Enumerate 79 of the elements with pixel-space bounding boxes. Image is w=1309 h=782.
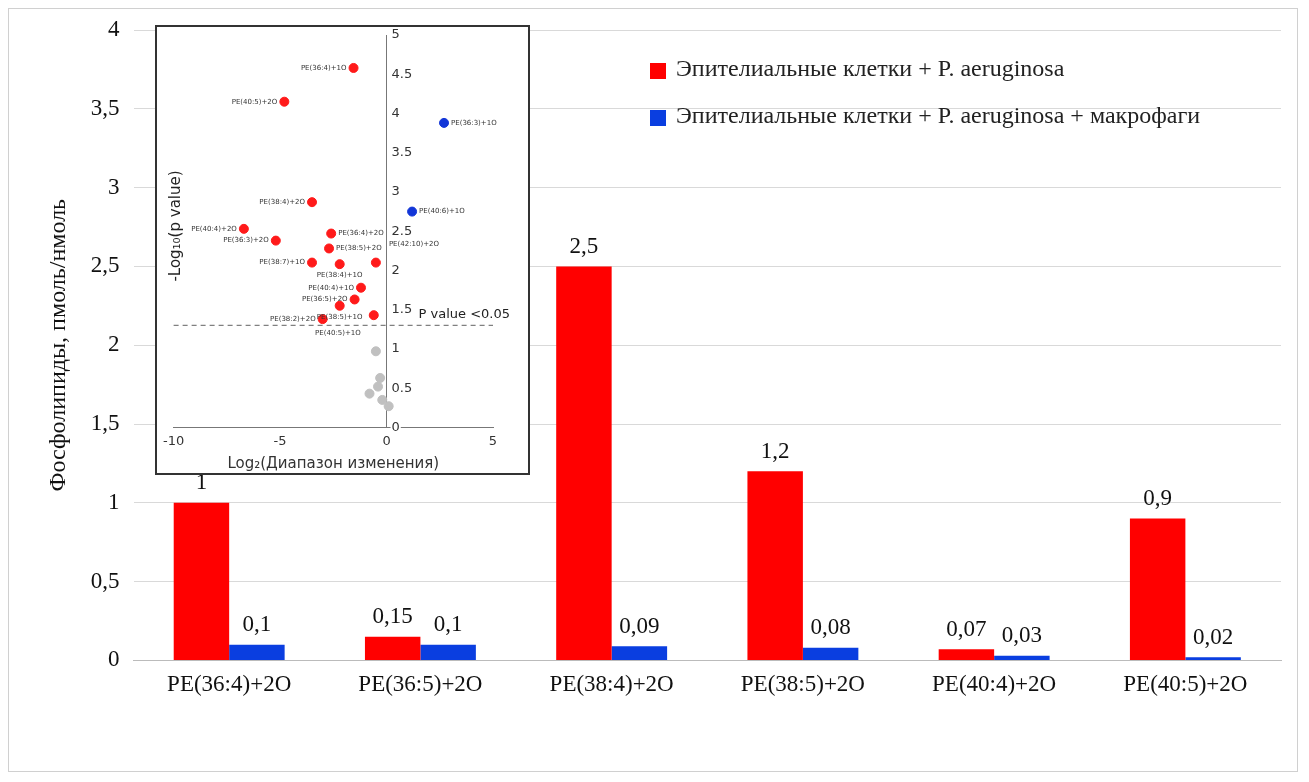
- x-tick-label: -5: [273, 432, 287, 448]
- x-tick-label: 5: [488, 432, 498, 448]
- point: [370, 346, 381, 357]
- x-tick-label: PE(36:4)+2O: [167, 671, 292, 697]
- y-tick-label: 0,5: [90, 567, 120, 593]
- y-tick-label: 1: [391, 340, 400, 356]
- bar: [556, 266, 612, 660]
- point: [370, 257, 381, 268]
- y-tick-label: 0: [391, 418, 400, 434]
- data-label: 0,08: [810, 614, 851, 640]
- y-tick-label: 4: [391, 104, 400, 120]
- point: [375, 372, 386, 383]
- x-tick-label: PE(40:5)+2O: [1123, 671, 1248, 697]
- point: [307, 197, 318, 208]
- point: [373, 381, 384, 392]
- point: [407, 206, 418, 217]
- x-tick-label: PE(36:5)+2O: [358, 671, 483, 697]
- data-label: 1,2: [760, 437, 790, 463]
- y-tick-label: 2.5: [391, 222, 413, 238]
- point: [334, 259, 345, 270]
- bar: [364, 636, 421, 660]
- point: [238, 223, 249, 234]
- y-tick-label: 5: [391, 26, 400, 42]
- point: [368, 310, 379, 321]
- y-tick-label: 2: [108, 331, 120, 357]
- y-tick-label: 3,5: [90, 94, 120, 120]
- point: [324, 243, 335, 254]
- data-label: 0,02: [1192, 623, 1234, 649]
- y-axis-title: -Log₁₀(p value): [166, 169, 184, 284]
- data-label: 0,9: [1143, 485, 1173, 511]
- bar: [229, 644, 285, 660]
- y-tick-label: 0.5: [391, 379, 413, 395]
- data-label: 0,07: [946, 615, 987, 641]
- y-tick-label: 2,5: [90, 252, 120, 278]
- bar: [747, 471, 803, 660]
- bar: [1185, 657, 1241, 660]
- point: [326, 228, 337, 239]
- ref-line-label: P value <0.05: [418, 306, 510, 322]
- y-tick-label: 3: [108, 173, 120, 199]
- y-tick-label: 2: [391, 261, 400, 277]
- point: [279, 96, 290, 107]
- bar: [1129, 518, 1186, 660]
- bar: [802, 647, 859, 660]
- data-label: 0,09: [619, 612, 660, 638]
- point: [307, 257, 318, 268]
- bar: [994, 655, 1050, 660]
- y-tick-label: 1.5: [391, 301, 413, 317]
- y-tick-label: 3.5: [391, 144, 413, 160]
- data-label: 0,1: [433, 611, 463, 637]
- y-tick-label: 1: [108, 488, 120, 514]
- legend-label: Эпителиальные клетки + P. aeruginosa + макрофаги: [676, 102, 1201, 129]
- data-label: 0,03: [1001, 622, 1042, 648]
- point: [355, 282, 366, 293]
- bar: [611, 646, 668, 660]
- point: [439, 117, 450, 128]
- y-axis-title: Фосфолипиды, пмоль/нмоль: [43, 198, 70, 492]
- point: [348, 62, 359, 73]
- point: [364, 388, 375, 399]
- point: [270, 235, 281, 246]
- x-tick-label: PE(38:5)+2O: [740, 671, 865, 697]
- legend-label: Эпителиальные клетки + P. aeruginosa: [676, 55, 1065, 82]
- y-tick-label: 4.5: [391, 65, 413, 81]
- bar: [420, 644, 476, 660]
- y-tick-label: 3: [391, 183, 400, 199]
- y-tick-label: 1,5: [90, 410, 120, 436]
- point: [377, 394, 388, 405]
- x-tick-label: PE(38:4)+2O: [549, 671, 674, 697]
- x-axis-title: Log₂(Диапазон изменения): [227, 453, 440, 472]
- point: [349, 294, 360, 305]
- data-label: 0,1: [242, 611, 272, 637]
- x-tick-label: -10: [163, 432, 185, 448]
- y-tick-label: 4: [108, 16, 121, 42]
- bar: [938, 649, 995, 660]
- x-tick-label: PE(40:4)+2O: [932, 671, 1057, 697]
- data-label: 0,15: [372, 603, 413, 629]
- data-label: 2,5: [569, 232, 599, 258]
- bar: [173, 502, 230, 660]
- y-tick-label: 0: [108, 646, 120, 672]
- point: [383, 401, 394, 412]
